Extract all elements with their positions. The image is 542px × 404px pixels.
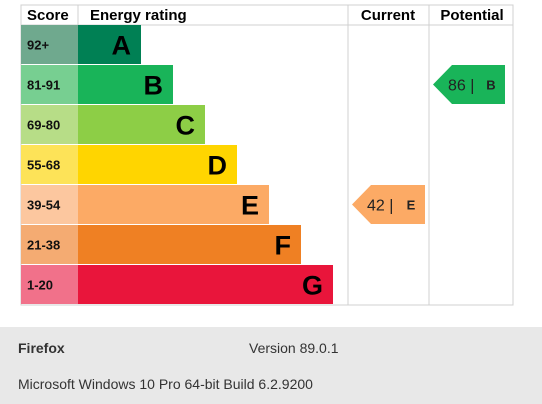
browser-info-panel: Firefox Version 89.0.1 Microsoft Windows… (0, 327, 542, 404)
band-row-b: 81-91 B (21, 65, 173, 104)
band-bar-g (78, 265, 333, 304)
band-row-a: 92+ A (21, 25, 141, 64)
band-letter-g: G (302, 271, 323, 301)
band-row-g: 1-20 G (21, 265, 333, 304)
band-bar-d (78, 145, 237, 184)
band-row-c: 69-80 C (21, 105, 205, 144)
potential-arrow: 86 | B (433, 65, 505, 104)
band-letter-e: E (241, 191, 259, 221)
rating-arrows: 42 | E 86 | B (352, 65, 505, 224)
score-header: Score (27, 7, 69, 24)
score-label-a: 92+ (27, 38, 49, 53)
browser-name: Firefox (18, 340, 65, 356)
score-label-g: 1-20 (27, 278, 53, 293)
current-arrow-shape (352, 185, 425, 224)
band-bar-e (78, 185, 269, 224)
score-cell-e (21, 185, 78, 224)
band-bar-f (78, 225, 301, 264)
band-bar-b (78, 65, 173, 104)
score-label-d: 55-68 (27, 158, 60, 173)
current-band-label: E (407, 198, 416, 213)
band-letter-b: B (144, 71, 164, 101)
potential-arrow-shape (433, 65, 505, 104)
band-letter-c: C (176, 111, 196, 141)
band-bar-c (78, 105, 205, 144)
potential-header: Potential (440, 7, 503, 24)
band-letter-d: D (208, 151, 228, 181)
epc-chart: Score Energy rating Current Potential 92… (20, 4, 514, 306)
score-cell-g (21, 265, 78, 304)
potential-score-label: 86 | (448, 78, 474, 95)
os-info: Microsoft Windows 10 Pro 64-bit Build 6.… (18, 376, 313, 392)
score-label-c: 69-80 (27, 118, 60, 133)
rating-bands: 92+ A 81-91 B 69-80 C 55-68 D 39-54 E 21-38 F 1-20 G (21, 25, 333, 304)
score-cell-b (21, 65, 78, 104)
score-cell-c (21, 105, 78, 144)
current-header: Current (361, 7, 415, 24)
score-label-b: 81-91 (27, 78, 60, 93)
current-arrow: 42 | E (352, 185, 425, 224)
band-letter-a: A (112, 31, 132, 61)
energy-rating-header: Energy rating (90, 7, 187, 24)
score-cell-a (21, 25, 78, 64)
current-score-label: 42 | (367, 198, 393, 215)
score-cell-f (21, 225, 78, 264)
score-cell-d (21, 145, 78, 184)
band-row-f: 21-38 F (21, 225, 301, 264)
potential-band-label: B (486, 78, 495, 93)
score-label-f: 21-38 (27, 238, 60, 253)
browser-version: Version 89.0.1 (249, 340, 339, 356)
band-row-d: 55-68 D (21, 145, 237, 184)
band-row-e: 39-54 E (21, 185, 269, 224)
score-label-e: 39-54 (27, 198, 61, 213)
band-letter-f: F (275, 231, 292, 261)
band-bar-a (78, 25, 141, 64)
